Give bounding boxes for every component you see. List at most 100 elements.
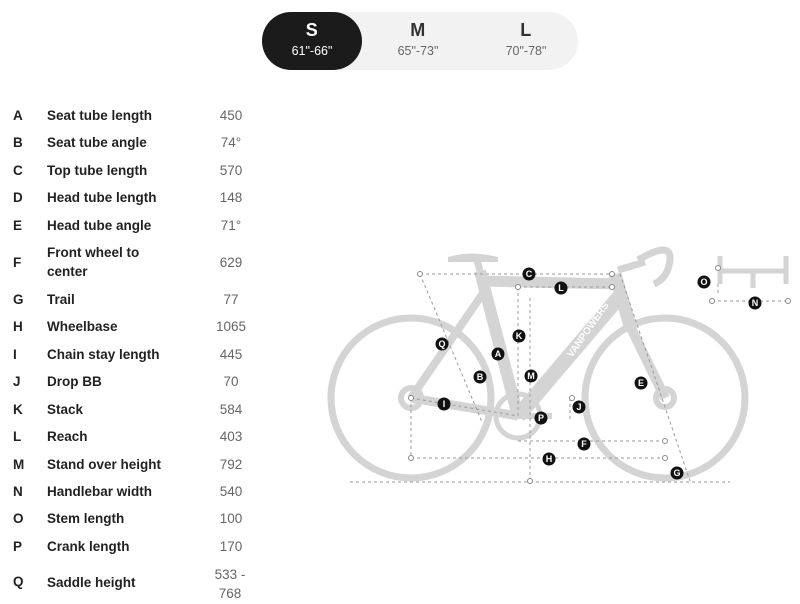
marker-c: C — [522, 267, 536, 281]
marker-q: Q — [435, 337, 449, 351]
dimension-point — [662, 455, 668, 461]
geometry-value: 450 — [219, 108, 243, 123]
marker-h: H — [542, 452, 556, 466]
size-label: L — [520, 20, 532, 40]
svg-text:I: I — [443, 399, 446, 409]
dimension-point — [408, 395, 414, 401]
seat-tube — [474, 269, 524, 418]
svg-text:N: N — [752, 298, 759, 308]
size-label: M — [410, 20, 426, 40]
geometry-name: Stand over height — [47, 457, 162, 472]
marker-a: A — [491, 347, 505, 361]
geometry-name: Seat tube length — [47, 108, 153, 123]
svg-text:Q: Q — [438, 339, 445, 349]
geometry-key: L — [13, 429, 22, 444]
geometry-key: G — [13, 292, 24, 307]
geometry-value: 170 — [219, 539, 243, 554]
geometry-key: J — [13, 374, 21, 389]
geometry-value: 540 — [219, 484, 243, 499]
svg-text:F: F — [581, 439, 587, 449]
geometry-key: B — [13, 135, 23, 150]
geometry-value: 584 — [219, 402, 243, 417]
svg-text:P: P — [538, 413, 544, 423]
geometry-key: Q — [13, 574, 24, 589]
svg-text:O: O — [700, 277, 707, 287]
marker-g: G — [670, 466, 684, 480]
geometry-key: I — [13, 347, 17, 362]
geometry-key: H — [13, 319, 23, 334]
saddle — [448, 253, 498, 262]
svg-text:B: B — [477, 372, 484, 382]
svg-text:J: J — [576, 402, 581, 412]
marker-i: I — [437, 397, 451, 411]
svg-text:A: A — [495, 349, 502, 359]
size-option-l[interactable]: L 70"-78" — [476, 12, 576, 70]
svg-text:E: E — [638, 378, 644, 388]
saddle-height-dimension — [419, 273, 483, 423]
geometry-name: Head tube length — [47, 190, 157, 205]
geometry-value: 71° — [220, 218, 242, 233]
dimension-markers: A B C E F G H I J K L M N O P Q — [435, 267, 762, 480]
fork — [625, 323, 670, 401]
geometry-name: Reach — [47, 429, 88, 444]
geometry-value: 792 — [219, 457, 243, 472]
svg-text:H: H — [546, 454, 553, 464]
dimension-point — [408, 455, 414, 461]
geometry-key: K — [13, 402, 23, 417]
geometry-value: 1065 — [215, 319, 247, 334]
dimension-point — [515, 284, 521, 290]
svg-text:K: K — [516, 331, 523, 341]
geometry-name: Front wheel to center — [47, 245, 140, 279]
geometry-value: 570 — [219, 163, 243, 178]
svg-text:L: L — [558, 283, 564, 293]
size-option-s[interactable]: S 61"-66" — [262, 12, 362, 70]
geometry-value: 148 — [219, 190, 243, 205]
geometry-value: 70 — [223, 374, 239, 389]
geometry-value: 533 - 768 — [214, 567, 246, 601]
geometry-value: 77 — [223, 292, 239, 307]
brand-text: VANPOWERS — [565, 300, 611, 360]
geometry-key: P — [13, 539, 23, 554]
marker-b: B — [473, 370, 487, 384]
svg-text:C: C — [526, 269, 533, 279]
size-range: 61"-66" — [291, 44, 333, 58]
marker-k: K — [512, 329, 526, 343]
marker-p: P — [534, 411, 548, 425]
geometry-key: D — [13, 190, 23, 205]
marker-e: E — [634, 376, 648, 390]
geometry-name: Trail — [47, 292, 75, 307]
geometry-name: Crank length — [47, 539, 130, 554]
geometry-name: Head tube angle — [47, 218, 152, 233]
dimension-point — [609, 284, 615, 290]
geometry-value: 74° — [220, 135, 242, 150]
geometry-key: O — [13, 511, 24, 526]
front-wheel — [581, 314, 749, 482]
bike-geometry-diagram: VANPOWERS — [327, 246, 791, 484]
stem — [617, 258, 646, 274]
geometry-name: Handlebar width — [47, 484, 153, 499]
svg-text:G: G — [673, 468, 680, 478]
geometry-name: Stem length — [47, 511, 125, 526]
down-tube — [512, 291, 626, 421]
geometry-value: 445 — [219, 347, 243, 362]
size-switcher: S 61"-66" M 65"-73" L 70"-78" — [262, 12, 578, 70]
seatstay — [407, 283, 492, 401]
size-option-m[interactable]: M 65"-73" — [368, 12, 468, 70]
marker-f: F — [577, 437, 591, 451]
geometry-name: Chain stay length — [47, 347, 160, 362]
geometry-value: 403 — [219, 429, 243, 444]
geometry-value: 100 — [219, 511, 243, 526]
dimension-point — [417, 271, 423, 277]
geometry-name: Wheelbase — [47, 319, 118, 334]
chainstay-dimension — [410, 397, 519, 417]
rear-wheel — [327, 314, 495, 482]
dimension-point — [709, 298, 715, 304]
geometry-key: C — [13, 163, 23, 178]
geometry-name: Stack — [47, 402, 84, 417]
dimension-point — [715, 265, 721, 271]
geometry-value: 629 — [219, 255, 243, 270]
geometry-key: M — [13, 457, 25, 472]
head-tube — [608, 272, 637, 328]
geometry-key: N — [13, 484, 23, 499]
marker-o: O — [697, 275, 711, 289]
